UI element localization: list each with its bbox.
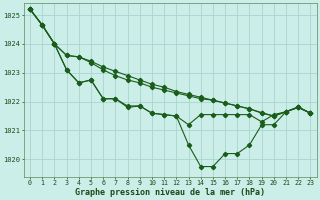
X-axis label: Graphe pression niveau de la mer (hPa): Graphe pression niveau de la mer (hPa)	[75, 188, 265, 197]
